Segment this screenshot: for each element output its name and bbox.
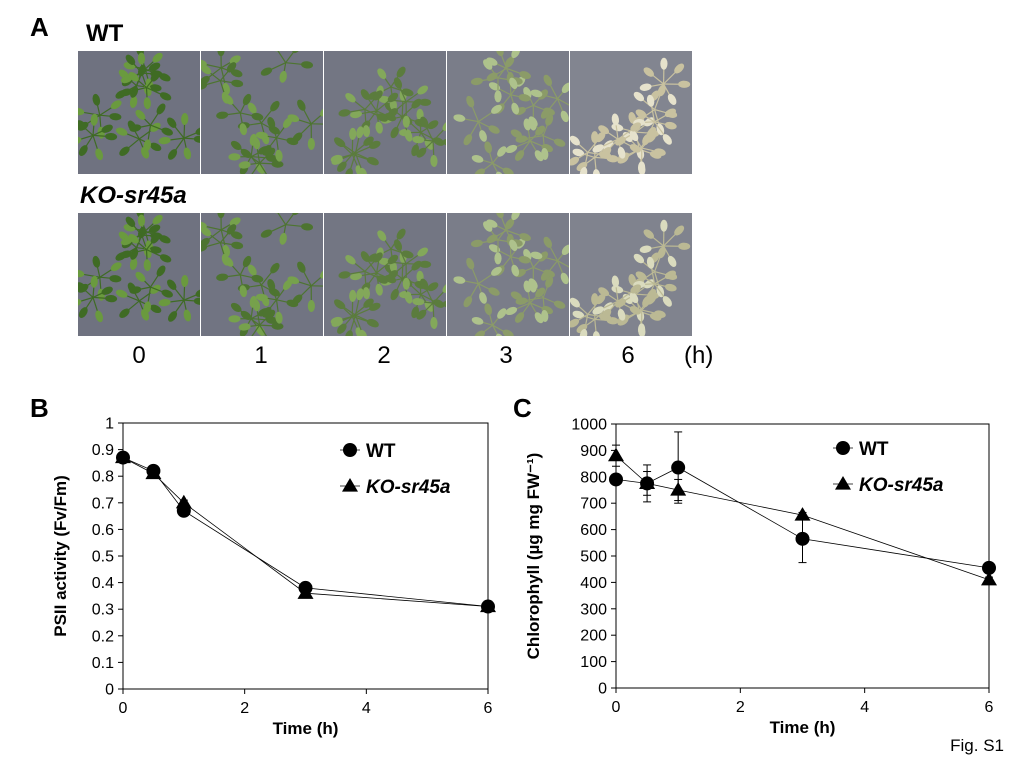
data-point-wt — [176, 503, 191, 518]
time-label-1: 1 — [254, 342, 268, 369]
y-tick-label: 0.9 — [92, 442, 114, 459]
y-tick-label: 100 — [580, 654, 607, 671]
time-unit-label: (h) — [684, 342, 714, 369]
y-tick-label: 0.7 — [92, 495, 114, 512]
wt-row-label: WT — [86, 20, 124, 47]
ko-photo-strip — [78, 213, 692, 336]
legend-marker-ko-sr45a — [342, 478, 358, 492]
legend-marker-ko-sr45a — [835, 476, 851, 490]
ko-photo-0h — [78, 213, 200, 336]
ko-row-label: KO-sr45a — [80, 182, 187, 209]
wt-seedling-image — [324, 51, 446, 174]
data-point-wt — [609, 472, 623, 487]
plot-frame — [122, 422, 489, 690]
y-tick-label: 300 — [580, 601, 607, 618]
wt-photo-6h — [570, 51, 692, 174]
ko-photo-2h — [324, 213, 446, 336]
x-tick-label: 0 — [612, 699, 621, 716]
x-tick-label: 2 — [736, 699, 745, 716]
x-tick-label: 6 — [985, 699, 994, 716]
data-point-ko-sr45a — [794, 507, 811, 521]
chart-b: 0 0.1 0.2 0.3 0.4 0.5 0.6 0.7 0.8 0.9 1 0 2 4 6 Time (h… — [0, 400, 510, 755]
y-tick-label: 900 — [580, 443, 607, 460]
y-tick-label: 600 — [580, 522, 607, 539]
data-point-ko-sr45a — [608, 447, 624, 462]
y-tick-label: 0.6 — [92, 522, 114, 539]
x-tick-label: 0 — [119, 700, 128, 717]
wt-seedling-image — [447, 51, 569, 174]
wt-photo-0h — [78, 51, 200, 174]
data-point-wt — [982, 560, 996, 575]
x-tick-label: 2 — [240, 700, 249, 717]
wt-seedling-image — [570, 51, 692, 174]
ko-seedling-image — [570, 213, 692, 336]
y-tick-label: 0.5 — [92, 549, 114, 566]
ko-seedling-image — [324, 213, 446, 336]
wt-photo-2h — [324, 51, 446, 174]
y-tick-label: 700 — [580, 496, 607, 513]
time-label-3: 3 — [499, 342, 513, 369]
data-point-wt — [298, 580, 313, 595]
data-point-ko-sr45a — [981, 571, 997, 586]
legend-label-wt: WT — [859, 439, 889, 460]
x-axis-label: Time (h) — [273, 719, 339, 738]
legend-marker-wt — [836, 441, 850, 455]
chart-c-svg: 0 100 200 300 400 500 600 700 800 900 1000 0 2 4 6 Time… — [524, 417, 997, 737]
x-axis-label: Time (h) — [770, 718, 836, 737]
ko-photo-1h — [201, 213, 323, 336]
y-tick-label: 0 — [105, 682, 114, 699]
chart-b-svg: 0 0.1 0.2 0.3 0.4 0.5 0.6 0.7 0.8 0.9 1 0 2 4 6 Time (h… — [51, 416, 496, 738]
y-tick-label: 1000 — [571, 417, 607, 434]
y-tick-label: 400 — [580, 575, 607, 592]
data-point-wt — [481, 599, 495, 614]
ko-seedling-image — [78, 213, 200, 336]
y-tick-label: 200 — [580, 628, 607, 645]
x-tick-label: 6 — [484, 700, 493, 717]
y-axis-label: PSII activity (Fv/Fm) — [51, 475, 70, 637]
y-tick-label: 0 — [598, 681, 607, 698]
y-tick-label: 500 — [580, 549, 607, 566]
y-tick-label: 0.3 — [92, 602, 114, 619]
wt-photo-1h — [201, 51, 323, 174]
legend-label-ko-sr45a: KO-sr45a — [366, 477, 451, 498]
legend-label-wt: WT — [366, 441, 396, 462]
wt-seedling-image — [78, 51, 200, 174]
data-point-wt — [116, 450, 130, 465]
legend-marker-wt — [343, 443, 357, 457]
legend-label-ko-sr45a: KO-sr45a — [859, 475, 944, 496]
chart-c: 0 100 200 300 400 500 600 700 800 900 1000 0 2 4 6 Time… — [512, 400, 1024, 755]
ko-seedling-image — [447, 213, 569, 336]
wt-seedling-image — [201, 51, 323, 174]
ko-photo-3h — [447, 213, 569, 336]
time-label-0: 0 — [132, 342, 146, 369]
data-point-wt — [795, 531, 810, 546]
panel-c-letter: C — [513, 393, 532, 423]
data-point-wt — [146, 463, 161, 478]
y-tick-label: 0.8 — [92, 469, 114, 486]
x-tick-label: 4 — [362, 700, 371, 717]
data-point-wt — [671, 460, 686, 475]
ko-seedling-image — [201, 213, 323, 336]
time-label-6: 6 — [621, 342, 635, 369]
y-tick-label: 0.1 — [92, 655, 114, 672]
y-tick-label: 0.2 — [92, 628, 114, 645]
panel-a-letter: A — [30, 12, 49, 42]
x-tick-label: 4 — [860, 699, 869, 716]
y-axis-label: Chlorophyll (µg mg FW⁻¹) — [524, 453, 543, 660]
wt-photo-strip — [78, 51, 692, 174]
y-tick-label: 0.4 — [92, 575, 114, 592]
wt-photo-3h — [447, 51, 569, 174]
data-point-wt — [640, 476, 655, 491]
y-tick-label: 1 — [105, 416, 114, 433]
figure-label: Fig. S1 — [950, 736, 1004, 755]
y-tick-label: 800 — [580, 469, 607, 486]
ko-photo-6h — [570, 213, 692, 336]
time-label-2: 2 — [377, 342, 391, 369]
panel-b-letter: B — [30, 393, 49, 423]
